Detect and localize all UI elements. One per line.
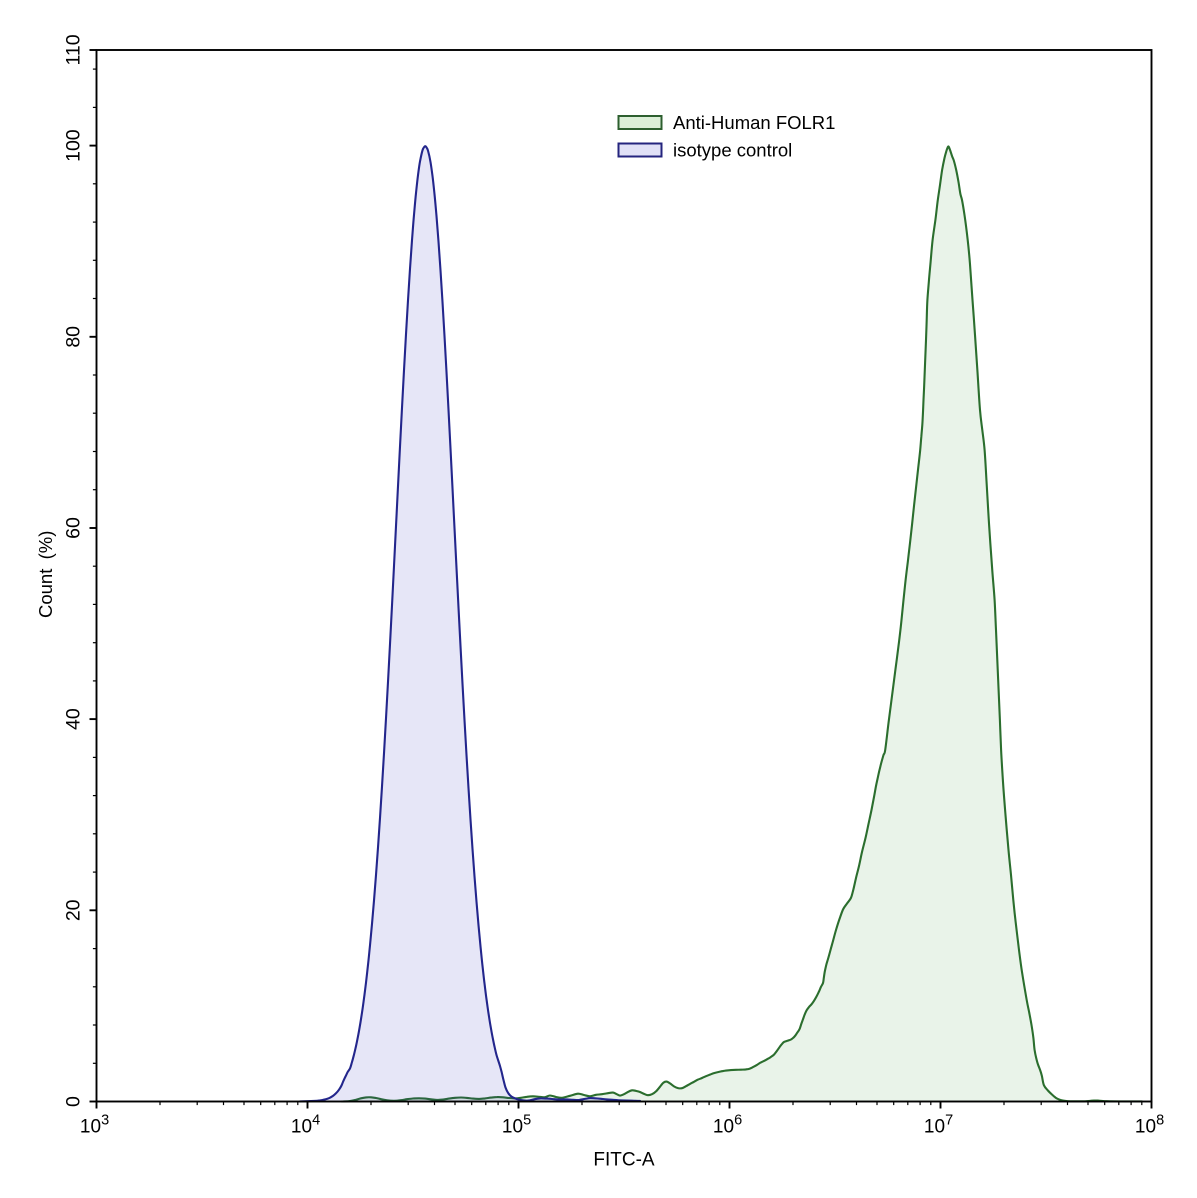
svg-text:10: 10 bbox=[924, 1117, 945, 1138]
svg-text:FITC-A: FITC-A bbox=[593, 1150, 655, 1171]
svg-text:0: 0 bbox=[63, 1096, 85, 1107]
svg-text:40: 40 bbox=[63, 708, 85, 730]
svg-text:10: 10 bbox=[80, 1117, 101, 1138]
svg-text:3: 3 bbox=[101, 1112, 109, 1128]
svg-text:Anti-Human FOLR1: Anti-Human FOLR1 bbox=[673, 112, 835, 133]
svg-text:110: 110 bbox=[63, 34, 85, 65]
svg-text:60: 60 bbox=[63, 517, 85, 539]
svg-text:20: 20 bbox=[63, 899, 85, 921]
svg-text:4: 4 bbox=[312, 1112, 320, 1128]
svg-text:10: 10 bbox=[502, 1117, 523, 1138]
svg-text:10: 10 bbox=[713, 1117, 734, 1138]
svg-text:10: 10 bbox=[1135, 1117, 1156, 1138]
svg-text:Count (%): Count (%) bbox=[35, 531, 56, 618]
svg-text:10: 10 bbox=[291, 1117, 312, 1138]
svg-text:100: 100 bbox=[63, 129, 85, 162]
svg-text:isotype control: isotype control bbox=[673, 140, 792, 161]
svg-text:8: 8 bbox=[1156, 1112, 1164, 1128]
svg-text:5: 5 bbox=[523, 1112, 531, 1128]
svg-text:7: 7 bbox=[945, 1112, 953, 1128]
svg-text:6: 6 bbox=[734, 1112, 742, 1128]
svg-text:80: 80 bbox=[63, 326, 85, 348]
